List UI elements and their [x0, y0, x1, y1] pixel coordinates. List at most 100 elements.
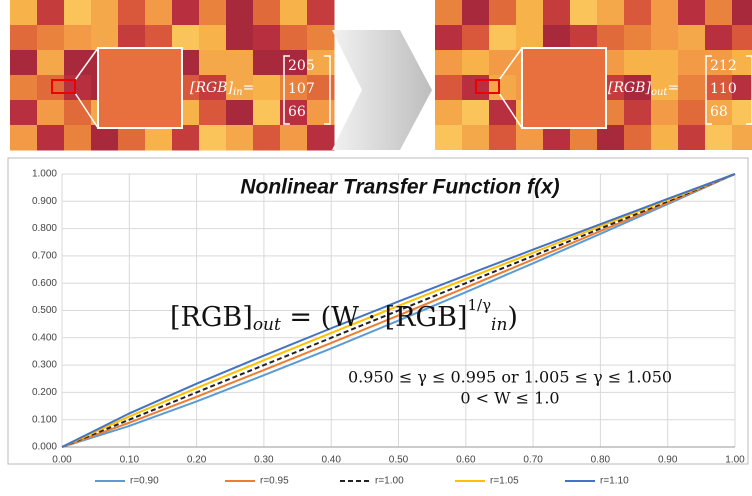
pixel	[280, 125, 308, 151]
pixel	[678, 25, 706, 51]
pixel	[462, 50, 490, 76]
pixel	[10, 100, 38, 126]
pixel	[10, 50, 38, 76]
x-tick-label: 0.10	[120, 455, 140, 466]
pixel	[435, 25, 463, 51]
pixel	[91, 25, 119, 51]
pixel	[64, 125, 92, 151]
y-tick-label: 0.900	[32, 196, 57, 207]
equation-part: )	[507, 302, 518, 333]
pixel	[10, 125, 38, 151]
pixel	[253, 100, 281, 126]
pixel	[543, 25, 571, 51]
figure: [RGB]in=20510766 [RGB]out=21211068 0.000…	[0, 0, 752, 491]
pixel	[226, 125, 254, 151]
pixel	[462, 0, 490, 26]
equation: [RGB]out = (W · [RGB]1/γin)	[170, 296, 518, 335]
pixel	[145, 25, 173, 51]
pixel	[705, 25, 733, 51]
pixel	[570, 0, 598, 26]
legend-label: r=1.05	[490, 476, 519, 487]
rgb-label-base: [RGB]	[190, 80, 233, 96]
pixel	[280, 25, 308, 51]
x-tick-label: 0.70	[523, 455, 543, 466]
rgb-label-eq: =	[667, 80, 679, 96]
pixel	[253, 25, 281, 51]
pixel	[732, 0, 752, 26]
equation-part: [RGB]	[170, 302, 253, 333]
pixel	[435, 100, 463, 126]
pixel	[37, 75, 65, 101]
pixel	[543, 0, 571, 26]
x-tick-label: 0.60	[456, 455, 476, 466]
pixel	[91, 0, 119, 26]
pixel	[624, 25, 652, 51]
pixel	[226, 50, 254, 76]
legend-label: r=0.95	[260, 476, 289, 487]
x-tick-label: 0.90	[658, 455, 678, 466]
pixel	[307, 0, 335, 26]
rgb-label-base: [RGB]	[608, 80, 651, 96]
pixel	[435, 75, 463, 101]
y-tick-label: 0.400	[32, 332, 57, 343]
pixel	[226, 0, 254, 26]
pixel	[10, 0, 38, 26]
pixel	[624, 125, 652, 151]
rgb-label-eq: =	[243, 80, 255, 96]
x-tick-label: 0.50	[389, 455, 409, 466]
pixel	[37, 50, 65, 76]
pixel	[307, 25, 335, 51]
pixel	[199, 25, 227, 51]
pixel	[462, 125, 490, 151]
rgb-value: 107	[288, 81, 315, 97]
pixel	[678, 100, 706, 126]
x-tick-label: 0.20	[187, 455, 207, 466]
chart-title: Nonlinear Transfer Function f(x)	[240, 176, 559, 199]
pixel	[489, 50, 517, 76]
equation-part: = (W · [RGB]	[281, 302, 468, 333]
pixel	[678, 125, 706, 151]
condition: 0 < W ≤ 1.0	[460, 389, 559, 408]
pixel	[516, 0, 544, 26]
pixel	[678, 75, 706, 101]
pixel	[253, 125, 281, 151]
x-tick-label: 0.00	[52, 455, 72, 466]
rgb-value: 68	[710, 104, 728, 120]
pixel	[172, 0, 200, 26]
equation-part: out	[253, 315, 281, 335]
rgb-label-sub: in	[233, 87, 243, 98]
pixel	[651, 100, 679, 126]
equation-part: 1/γ	[467, 296, 491, 314]
pixel	[462, 100, 490, 126]
pixel	[462, 25, 490, 51]
rgb-label: [RGB]out=	[608, 80, 679, 98]
pixel	[732, 25, 752, 51]
pixel	[226, 25, 254, 51]
pixel	[64, 0, 92, 26]
pixel	[516, 25, 544, 51]
legend-label: r=0.90	[130, 476, 159, 487]
pixel	[253, 0, 281, 26]
pixel	[226, 100, 254, 126]
pixel	[199, 125, 227, 151]
pixel	[253, 75, 281, 101]
x-tick-label: 0.80	[591, 455, 611, 466]
y-tick-label: 0.200	[32, 387, 57, 398]
condition: 0.950 ≤ γ ≤ 0.995 or 1.005 ≤ γ ≤ 1.050	[348, 368, 672, 387]
pixel	[705, 125, 733, 151]
pixel	[651, 25, 679, 51]
pixel	[435, 50, 463, 76]
y-tick-label: 0.800	[32, 223, 57, 234]
pixel	[624, 100, 652, 126]
equation-part: in	[491, 315, 507, 335]
pixel	[705, 0, 733, 26]
pixel	[624, 50, 652, 76]
pixel	[118, 0, 146, 26]
legend-label: r=1.10	[600, 476, 629, 487]
x-tick-label: 0.30	[254, 455, 274, 466]
pixel	[10, 25, 38, 51]
arrow	[332, 30, 432, 150]
y-tick-label: 0.300	[32, 360, 57, 371]
pixel	[435, 125, 463, 151]
